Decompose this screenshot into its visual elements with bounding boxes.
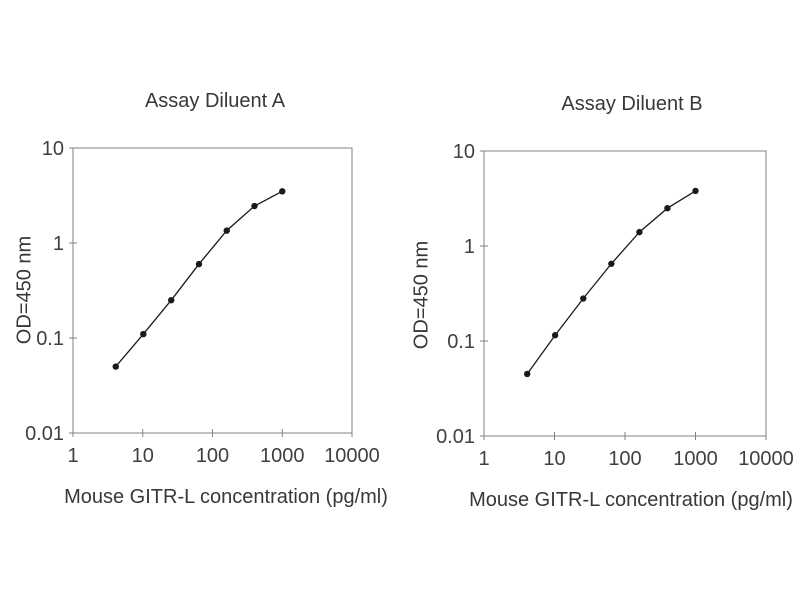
x-tick-label: 10 bbox=[132, 445, 154, 467]
x-tick-label: 10 bbox=[543, 448, 565, 470]
x-tick-label: 1000 bbox=[673, 448, 718, 470]
plot-frame bbox=[483, 150, 767, 437]
y-tick-label: 0.1 bbox=[36, 328, 64, 350]
data-point-marker bbox=[112, 363, 119, 370]
data-point-marker bbox=[580, 295, 587, 302]
standard-curve-line bbox=[115, 190, 283, 368]
y-tick-label: 10 bbox=[42, 138, 64, 160]
x-tick-label: 1 bbox=[478, 448, 489, 470]
x-tick-label: 10000 bbox=[324, 445, 380, 467]
y-tick-label: 0.01 bbox=[436, 426, 475, 448]
plot-frame bbox=[72, 147, 353, 434]
plot-panel-a: 1 10 100 1000 10000 10 1 0.1 0.01 bbox=[25, 138, 380, 467]
plot-panel-b: 1 10 100 1000 10000 10 1 0.1 0.01 bbox=[436, 141, 794, 470]
data-point-marker bbox=[195, 260, 203, 268]
x-tick-label: 1000 bbox=[260, 445, 305, 467]
y-tick-label: 1 bbox=[53, 233, 64, 255]
data-point-marker bbox=[168, 296, 175, 304]
standard-curve-line bbox=[526, 190, 696, 375]
data-point-marker bbox=[636, 228, 643, 236]
data-point-marker bbox=[664, 204, 671, 212]
chart-title-assay-diluent-b: Assay Diluent B bbox=[561, 93, 703, 115]
x-tick-label: 10000 bbox=[738, 448, 794, 470]
y-axis-label-a: OD=450 nm bbox=[13, 235, 36, 345]
y-tick-label: 0.1 bbox=[447, 331, 475, 353]
x-tick-label: 100 bbox=[196, 445, 229, 467]
x-tick-label: 1 bbox=[67, 445, 78, 467]
y-tick-label: 1 bbox=[464, 236, 475, 258]
y-tick-label: 10 bbox=[453, 141, 475, 163]
data-point-marker bbox=[524, 370, 531, 378]
data-point-marker bbox=[223, 227, 230, 234]
data-point-marker bbox=[692, 187, 699, 195]
data-point-marker bbox=[140, 330, 147, 338]
data-point-marker bbox=[279, 188, 286, 195]
y-axis-label-b: OD=450 nm bbox=[410, 240, 433, 350]
data-point-marker bbox=[608, 260, 615, 267]
chart-title-assay-diluent-a: Assay Diluent A bbox=[144, 90, 286, 112]
x-tick-label: 100 bbox=[608, 448, 641, 470]
x-axis-label-a: Mouse GITR-L concentration (pg/ml) bbox=[64, 486, 388, 508]
y-tick-label: 0.01 bbox=[25, 423, 64, 445]
data-point-marker bbox=[551, 332, 559, 339]
x-axis-label-b: Mouse GITR-L concentration (pg/ml) bbox=[469, 489, 793, 511]
data-point-marker bbox=[251, 202, 258, 210]
